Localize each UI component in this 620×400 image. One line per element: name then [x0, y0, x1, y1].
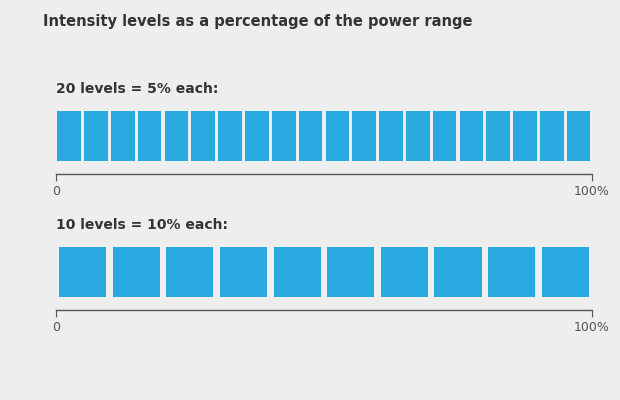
Bar [299, 111, 322, 161]
Bar [513, 111, 537, 161]
Text: 20 levels = 5% each:: 20 levels = 5% each: [56, 82, 218, 96]
Bar [166, 247, 213, 297]
Bar [327, 247, 374, 297]
Bar [272, 111, 296, 161]
Bar [165, 111, 188, 161]
Bar [59, 247, 106, 297]
Bar [488, 247, 535, 297]
Bar [218, 111, 242, 161]
Bar [111, 111, 135, 161]
Bar [459, 111, 483, 161]
Bar [542, 247, 589, 297]
Bar [138, 111, 161, 161]
Bar [381, 247, 428, 297]
Bar [435, 247, 482, 297]
Bar [58, 111, 81, 161]
Bar [406, 111, 430, 161]
Bar [379, 111, 403, 161]
Bar [192, 111, 215, 161]
Bar [220, 247, 267, 297]
Bar [113, 247, 160, 297]
Bar [273, 247, 321, 297]
Bar [326, 111, 349, 161]
Bar [567, 111, 590, 161]
Bar [540, 111, 564, 161]
Text: Intensity levels as a percentage of the power range: Intensity levels as a percentage of the … [43, 14, 473, 29]
Bar [352, 111, 376, 161]
Text: 10 levels = 10% each:: 10 levels = 10% each: [56, 218, 228, 232]
Bar [84, 111, 108, 161]
Bar [245, 111, 268, 161]
Bar [487, 111, 510, 161]
Bar [433, 111, 456, 161]
